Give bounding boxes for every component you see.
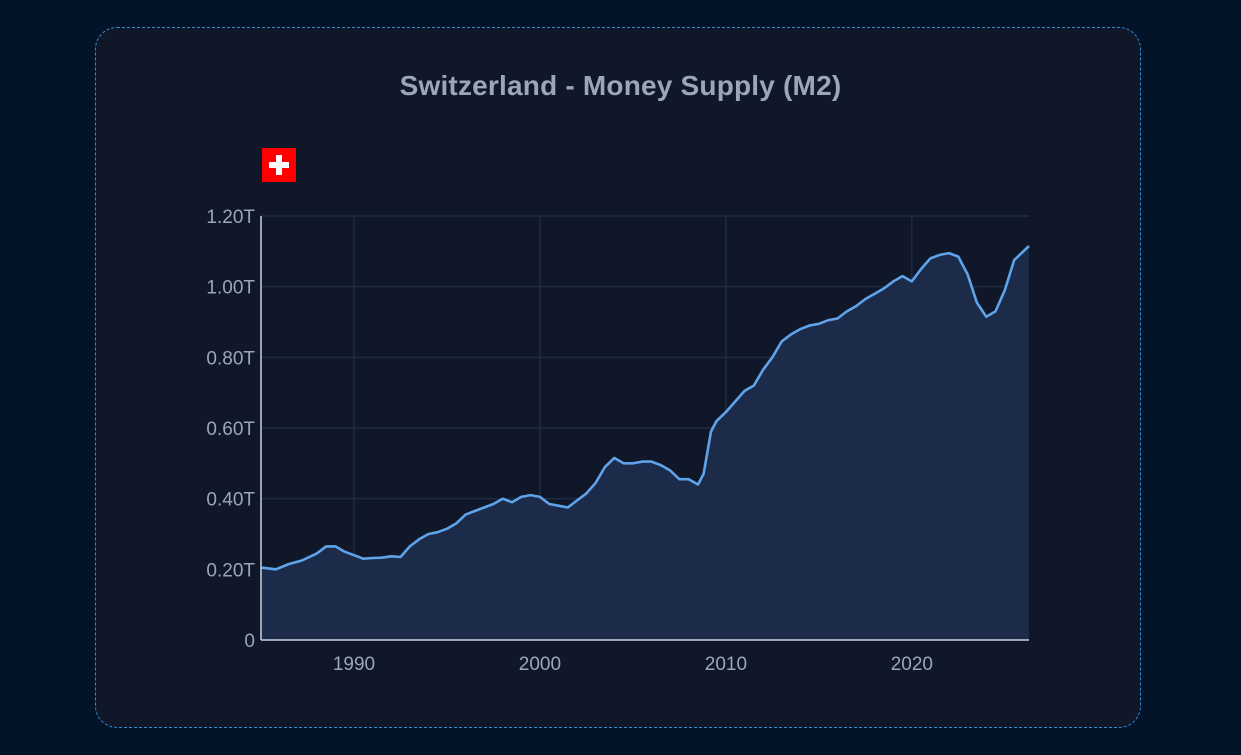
y-tick-label: 0.80T [206, 348, 255, 369]
y-axis-labels: 0 0.20T 0.40T 0.60T 0.80T 1.00T 1.20T [206, 207, 255, 652]
x-tick-label: 2020 [891, 654, 933, 675]
chart-axes [260, 216, 1029, 641]
x-tick-label: 1990 [333, 654, 375, 675]
x-axis-labels: 1990 2000 2010 2020 [333, 654, 933, 675]
series-line [260, 245, 1030, 571]
y-tick-label: 0 [244, 631, 255, 652]
y-tick-label: 0.20T [206, 560, 255, 581]
x-tick-label: 2010 [705, 654, 747, 675]
y-tick-label: 0.40T [206, 490, 255, 511]
y-tick-label: 0.60T [206, 419, 255, 440]
x-tick-label: 2000 [519, 654, 561, 675]
series-area [261, 246, 1029, 640]
y-tick-label: 1.00T [206, 278, 255, 299]
chart-title: Switzerland - Money Supply (M2) [399, 70, 842, 101]
y-tick-label: 1.20T [206, 207, 255, 228]
switzerland-flag-icon [262, 148, 296, 182]
